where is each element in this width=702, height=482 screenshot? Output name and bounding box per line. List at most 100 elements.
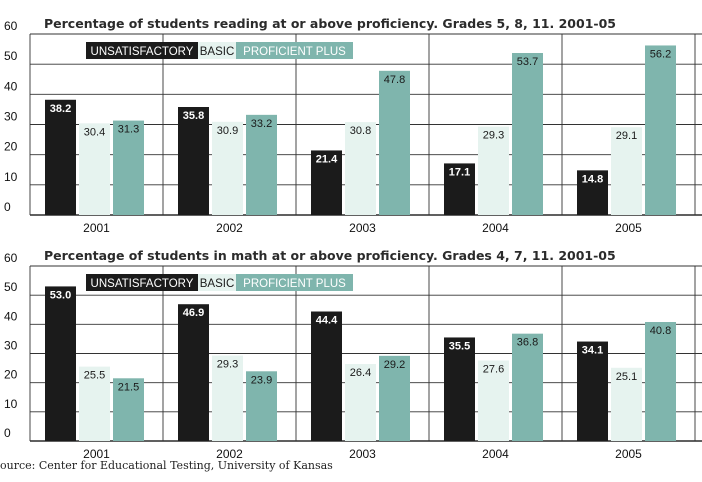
math-legend-swatch-basic	[198, 274, 236, 291]
math-y-tick-label: 50	[4, 280, 18, 294]
reading-y-tick-label: 0	[4, 200, 11, 214]
reading-chart: 0 10 20 30 40 50 60 38.2 30.4 31.3 2001 35.8 30.9 33.…	[4, 19, 702, 235]
math-data-label-basic: 29.3	[217, 359, 238, 371]
math-legend-label-proficient_plus: PROFICIENT PLUS	[243, 278, 346, 290]
math-y-tick-label: 0	[4, 426, 11, 440]
math-category-label: 2005	[615, 447, 642, 461]
math-data-label-proficient_plus: 23.9	[251, 374, 272, 386]
math-data-label-unsatisfactory: 53.0	[50, 289, 71, 301]
reading-legend-swatch-basic	[198, 42, 236, 59]
source-note: ource: Center for Educational Testing, U…	[0, 459, 333, 472]
reading-bar-basic	[345, 122, 376, 215]
math-bar-proficient_plus	[379, 355, 410, 441]
reading-legend-swatch-unsatisfactory	[86, 42, 198, 59]
math-data-label-proficient_plus: 36.8	[517, 337, 538, 349]
reading-bar-basic	[611, 127, 642, 215]
reading-data-label-basic: 30.8	[350, 125, 371, 137]
math-chart-title: Percentage of students in math at or abo…	[44, 248, 616, 263]
reading-chart-title: Percentage of students reading at or abo…	[44, 16, 616, 31]
reading-bar-unsatisfactory	[45, 99, 76, 215]
reading-bar-basic	[212, 121, 243, 215]
reading-category-label: 2005	[615, 221, 642, 235]
reading-data-label-unsatisfactory: 35.8	[183, 110, 204, 122]
reading-bar-basic	[478, 126, 509, 215]
reading-bar-proficient_plus	[512, 53, 543, 215]
math-data-label-basic: 25.1	[616, 371, 637, 383]
reading-bar-unsatisfactory	[178, 107, 209, 215]
reading-data-label-proficient_plus: 33.2	[251, 118, 272, 130]
reading-category-label: 2003	[349, 221, 376, 235]
math-y-tick-label: 30	[4, 339, 18, 353]
reading-data-label-proficient_plus: 53.7	[517, 56, 538, 68]
reading-data-label-unsatisfactory: 17.1	[449, 166, 470, 178]
reading-legend-swatch-proficient_plus	[236, 42, 353, 59]
reading-y-tick-label: 30	[4, 110, 18, 124]
reading-data-label-unsatisfactory: 21.4	[316, 153, 338, 165]
reading-y-tick-label: 60	[4, 19, 18, 33]
math-bar-proficient_plus	[246, 371, 277, 441]
reading-bar-proficient_plus	[113, 120, 144, 215]
math-bar-basic	[79, 366, 110, 441]
math-data-label-unsatisfactory: 34.1	[582, 345, 603, 357]
reading-legend-label-unsatisfactory: UNSATISFACTORY	[91, 46, 194, 58]
reading-legend-label-basic: BASIC	[200, 46, 235, 58]
reading-data-label-unsatisfactory: 38.2	[50, 103, 71, 115]
math-bar-proficient_plus	[645, 322, 676, 441]
reading-category-label: 2004	[482, 221, 509, 235]
reading-data-label-proficient_plus: 56.2	[650, 48, 671, 60]
math-category-label: 2004	[482, 447, 509, 461]
reading-bar-unsatisfactory	[444, 163, 475, 215]
math-category-label: 2001	[83, 447, 110, 461]
reading-data-label-proficient_plus: 31.3	[118, 124, 139, 136]
reading-bar-unsatisfactory	[311, 150, 342, 215]
reading-category-label: 2002	[216, 221, 243, 235]
math-data-label-proficient_plus: 29.2	[384, 359, 405, 371]
math-y-tick-label: 10	[4, 397, 18, 411]
math-bar-unsatisfactory	[311, 311, 342, 441]
math-bar-unsatisfactory	[577, 341, 608, 441]
reading-bar-proficient_plus	[246, 114, 277, 215]
reading-data-label-basic: 30.4	[84, 126, 105, 138]
reading-bar-unsatisfactory	[577, 170, 608, 215]
reading-legend-label-proficient_plus: PROFICIENT PLUS	[243, 46, 346, 58]
reading-bar-proficient_plus	[645, 45, 676, 215]
math-y-tick-label: 20	[4, 368, 18, 382]
math-category-label: 2002	[216, 447, 243, 461]
reading-data-label-basic: 29.3	[483, 130, 504, 142]
reading-y-tick-label: 40	[4, 79, 18, 93]
math-bar-proficient_plus	[113, 378, 144, 441]
math-data-label-unsatisfactory: 44.4	[316, 315, 338, 327]
reading-data-label-proficient_plus: 47.8	[384, 74, 405, 86]
math-legend: UNSATISFACTORY BASIC PROFICIENT PLUS	[86, 274, 353, 291]
reading-y-tick-label: 20	[4, 140, 18, 154]
math-bar-unsatisfactory	[444, 337, 475, 441]
reading-y-tick-label: 10	[4, 170, 18, 184]
math-y-tick-label: 60	[4, 251, 18, 265]
math-bar-basic	[212, 355, 243, 441]
reading-legend: UNSATISFACTORY BASIC PROFICIENT PLUS	[86, 42, 353, 59]
math-category-label: 2003	[349, 447, 376, 461]
math-legend-label-unsatisfactory: UNSATISFACTORY	[91, 278, 194, 290]
math-legend-swatch-proficient_plus	[236, 274, 353, 291]
math-data-label-proficient_plus: 21.5	[118, 381, 139, 393]
math-legend-label-basic: BASIC	[200, 278, 235, 290]
reading-bar-proficient_plus	[379, 70, 410, 215]
math-data-label-basic: 25.5	[84, 370, 105, 382]
math-data-label-basic: 26.4	[350, 367, 371, 379]
math-bar-basic	[478, 360, 509, 441]
math-data-label-unsatisfactory: 46.9	[183, 307, 204, 319]
math-bar-proficient_plus	[512, 333, 543, 441]
reading-bar-basic	[79, 123, 110, 215]
math-bar-unsatisfactory	[45, 286, 76, 441]
math-bar-basic	[345, 364, 376, 441]
reading-data-label-basic: 29.1	[616, 130, 637, 142]
math-bar-unsatisfactory	[178, 304, 209, 441]
reading-category-label: 2001	[83, 221, 110, 235]
reading-y-tick-label: 50	[4, 49, 18, 63]
math-data-label-basic: 27.6	[483, 364, 504, 376]
math-bar-basic	[611, 367, 642, 441]
reading-data-label-basic: 30.9	[217, 125, 238, 137]
math-legend-swatch-unsatisfactory	[86, 274, 198, 291]
math-data-label-proficient_plus: 40.8	[650, 325, 671, 337]
